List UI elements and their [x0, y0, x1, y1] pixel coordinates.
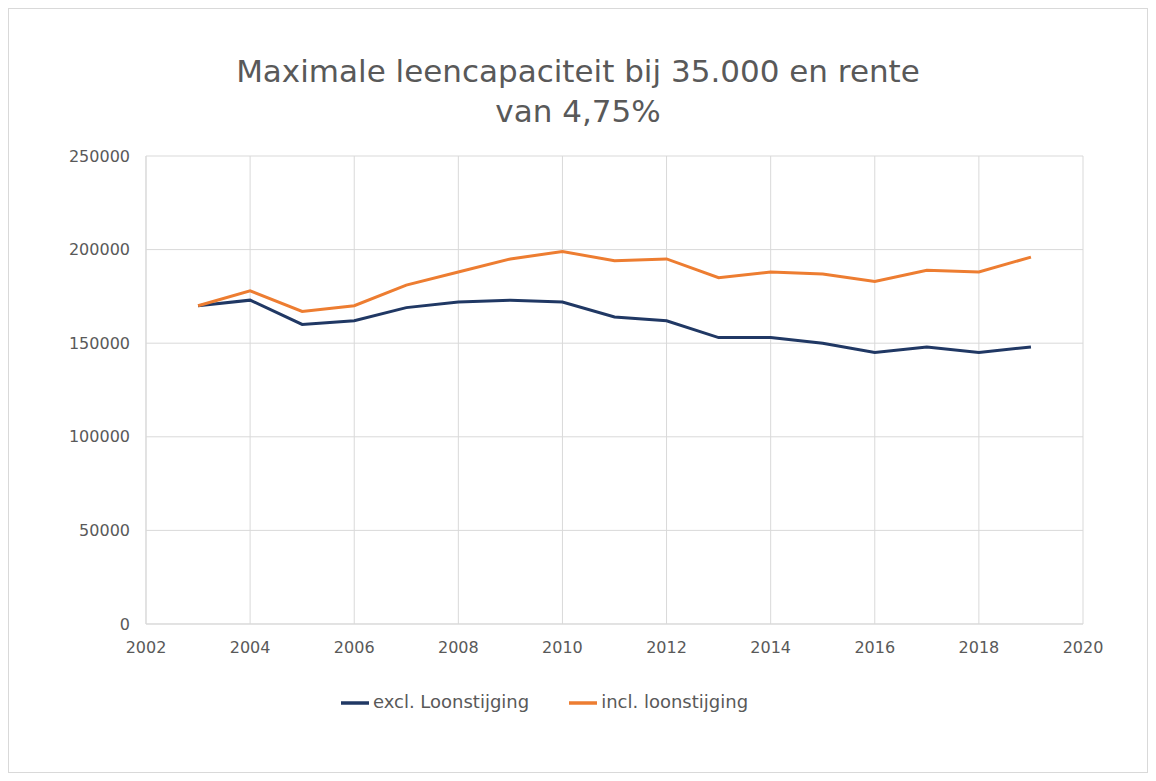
svg-text:2006: 2006 [334, 638, 375, 657]
html-text:incl. loonstijging: incl. loonstijging [601, 691, 749, 712]
svg-text:100000: 100000 [69, 427, 130, 446]
svg-text:250000: 250000 [69, 147, 130, 166]
svg-text:2008: 2008 [438, 638, 479, 657]
svg-text:2014: 2014 [750, 638, 791, 657]
svg-text:2004: 2004 [230, 638, 271, 657]
svg-text:200000: 200000 [69, 240, 130, 259]
svg-text:2002: 2002 [126, 638, 167, 657]
svg-text:2020: 2020 [1063, 638, 1104, 657]
svg-text:2012: 2012 [646, 638, 687, 657]
svg-text:50000: 50000 [79, 521, 130, 540]
html-text:excl. Loonstijging: excl. Loonstijging [372, 691, 530, 712]
svg-text:2010: 2010 [542, 638, 583, 657]
svg-text:0: 0 [120, 615, 130, 634]
svg-text:150000: 150000 [69, 334, 130, 353]
svg-text:2018: 2018 [959, 638, 1000, 657]
svg-text:2016: 2016 [854, 638, 895, 657]
html-text:Maximale leencapaciteit bij 35: Maximale leencapaciteit bij 35.000 en re… [236, 53, 920, 129]
